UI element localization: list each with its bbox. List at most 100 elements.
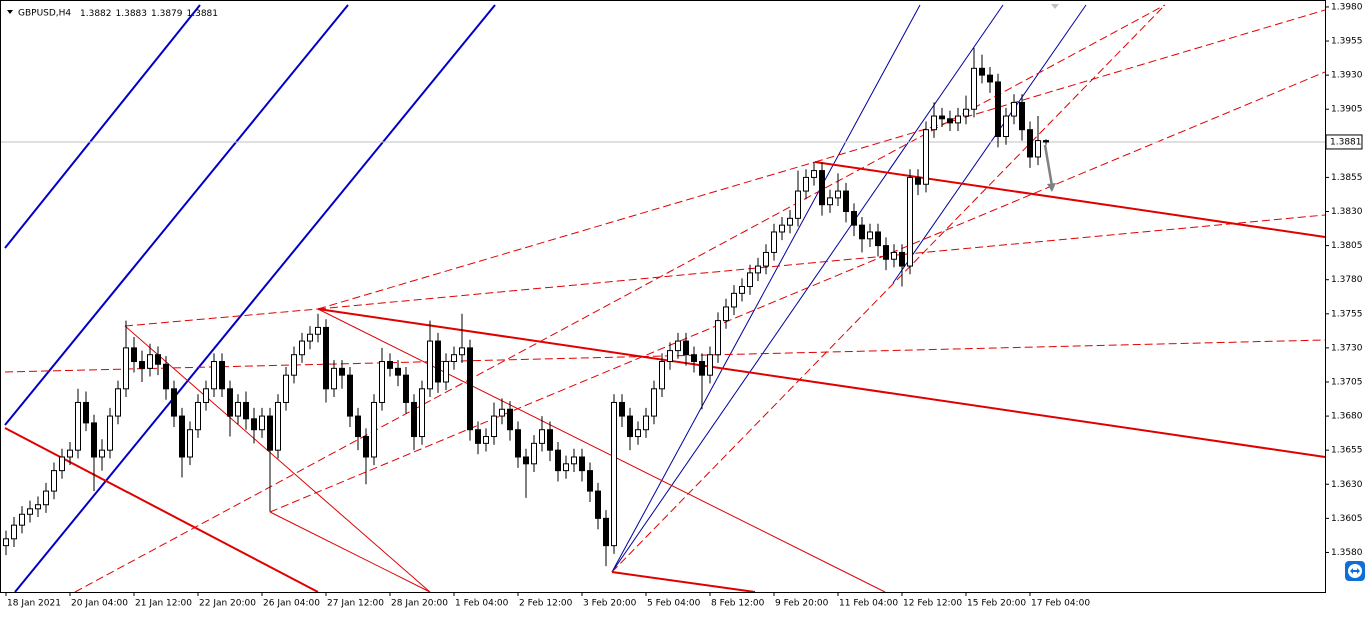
y-tick-label: 1.3930 <box>1331 71 1363 81</box>
candle-body <box>139 361 145 369</box>
candle-body <box>211 361 217 390</box>
candle-body <box>307 333 313 342</box>
candle-body <box>347 374 353 417</box>
candle-body <box>819 170 825 206</box>
candle-body <box>475 429 481 444</box>
candle-body <box>187 429 193 458</box>
y-tick-label: 1.3905 <box>1331 105 1363 115</box>
candle-body <box>107 415 113 451</box>
y-tick-label: 1.3755 <box>1331 309 1363 319</box>
menu-arrow[interactable] <box>7 10 13 14</box>
candle-body <box>171 388 177 417</box>
candle-body <box>219 361 225 390</box>
y-tick-label: 1.3730 <box>1331 343 1363 353</box>
candle-body <box>19 513 25 526</box>
candle-body <box>723 306 729 322</box>
candle-body <box>979 67 985 76</box>
x-tick-label: 27 Jan 12:00 <box>327 599 384 609</box>
candle-body <box>731 292 737 308</box>
candle-body <box>51 470 57 492</box>
candle-body <box>699 361 705 376</box>
candle-body <box>115 388 121 417</box>
x-tick-label: 15 Feb 20:00 <box>967 599 1026 609</box>
candle-body <box>907 176 913 267</box>
fan-line <box>317 161 816 310</box>
price-label: 1.3881 <box>1330 137 1362 147</box>
y-tick-label: 1.3705 <box>1331 377 1363 387</box>
candle-body <box>435 340 441 383</box>
candle-body <box>387 361 393 369</box>
candle-body <box>163 363 169 390</box>
trend-line <box>611 571 756 593</box>
x-axis: 18 Jan 2021 20 Jan 04:00 21 Jan 12:00 22 Ja… <box>5 592 1090 609</box>
candle-body <box>283 374 289 403</box>
x-tick-label: 11 Feb 04:00 <box>839 599 898 609</box>
candle-body <box>859 224 865 240</box>
scroll-marker <box>1051 4 1059 9</box>
candle-body <box>835 190 841 199</box>
y-tick-label: 1.3780 <box>1331 275 1363 285</box>
x-tick-label: 17 Feb 04:00 <box>1031 599 1090 609</box>
candle-body <box>3 538 9 547</box>
candle-body <box>1011 101 1017 117</box>
candle-body <box>531 442 537 465</box>
trend-line <box>124 325 431 593</box>
x-tick-label: 21 Jan 12:00 <box>135 599 192 609</box>
y-tick-label: 1.3830 <box>1331 207 1363 217</box>
candle-body <box>203 388 209 403</box>
candle-body <box>411 401 417 438</box>
candle-body <box>1019 101 1025 131</box>
candle-body <box>707 354 713 376</box>
candle-body <box>1027 129 1033 158</box>
x-tick-label: 2 Feb 12:00 <box>519 599 573 609</box>
candle-body <box>891 251 897 260</box>
fan-line <box>611 4 1166 573</box>
trend-line <box>4 427 319 593</box>
candle-body <box>395 367 401 376</box>
fan-line <box>814 9 1326 163</box>
fan-line <box>124 308 319 327</box>
candle-body <box>315 326 321 335</box>
candle-body <box>1043 140 1049 143</box>
candle-body <box>35 504 41 510</box>
y-tick-label: 1.3980 <box>1331 2 1363 12</box>
candle-body <box>923 129 929 185</box>
candle-body <box>155 354 161 365</box>
candle-body <box>643 415 649 431</box>
candle-body <box>499 408 505 417</box>
ohlc-value: 1.3879 <box>151 9 183 19</box>
y-tick-label: 1.3805 <box>1331 241 1363 251</box>
candle-body <box>883 245 889 260</box>
arrow-head <box>1047 183 1056 192</box>
x-tick-label: 8 Feb 12:00 <box>711 599 765 609</box>
channel-line <box>14 4 496 593</box>
candle-body <box>659 361 665 390</box>
candle-body <box>987 74 993 83</box>
candle-body <box>651 388 657 417</box>
candle-body <box>627 415 633 438</box>
candle-body <box>99 449 105 458</box>
candle-body <box>27 508 33 515</box>
fan-line <box>74 4 1166 593</box>
candle-body <box>619 401 625 417</box>
y-tick-label: 1.3855 <box>1331 173 1363 183</box>
candle-body <box>947 118 953 124</box>
candle-body <box>571 456 577 465</box>
candle-body <box>747 272 753 288</box>
candle-body <box>443 361 449 383</box>
icon-arrows <box>1350 568 1360 574</box>
candle-body <box>915 176 921 185</box>
candle-body <box>523 456 529 465</box>
candle-body <box>795 190 801 219</box>
x-tick-label: 28 Jan 20:00 <box>391 599 448 609</box>
candle-body <box>427 340 433 390</box>
candle-body <box>267 415 273 451</box>
teamviewer-icon[interactable] <box>1345 561 1365 581</box>
fan-line <box>317 214 1326 310</box>
channel-line <box>611 4 921 573</box>
candle-body <box>603 517 609 547</box>
candle-body <box>227 388 233 417</box>
candle-body <box>371 401 377 458</box>
candle-body <box>1003 115 1009 138</box>
candle-body <box>379 361 385 403</box>
